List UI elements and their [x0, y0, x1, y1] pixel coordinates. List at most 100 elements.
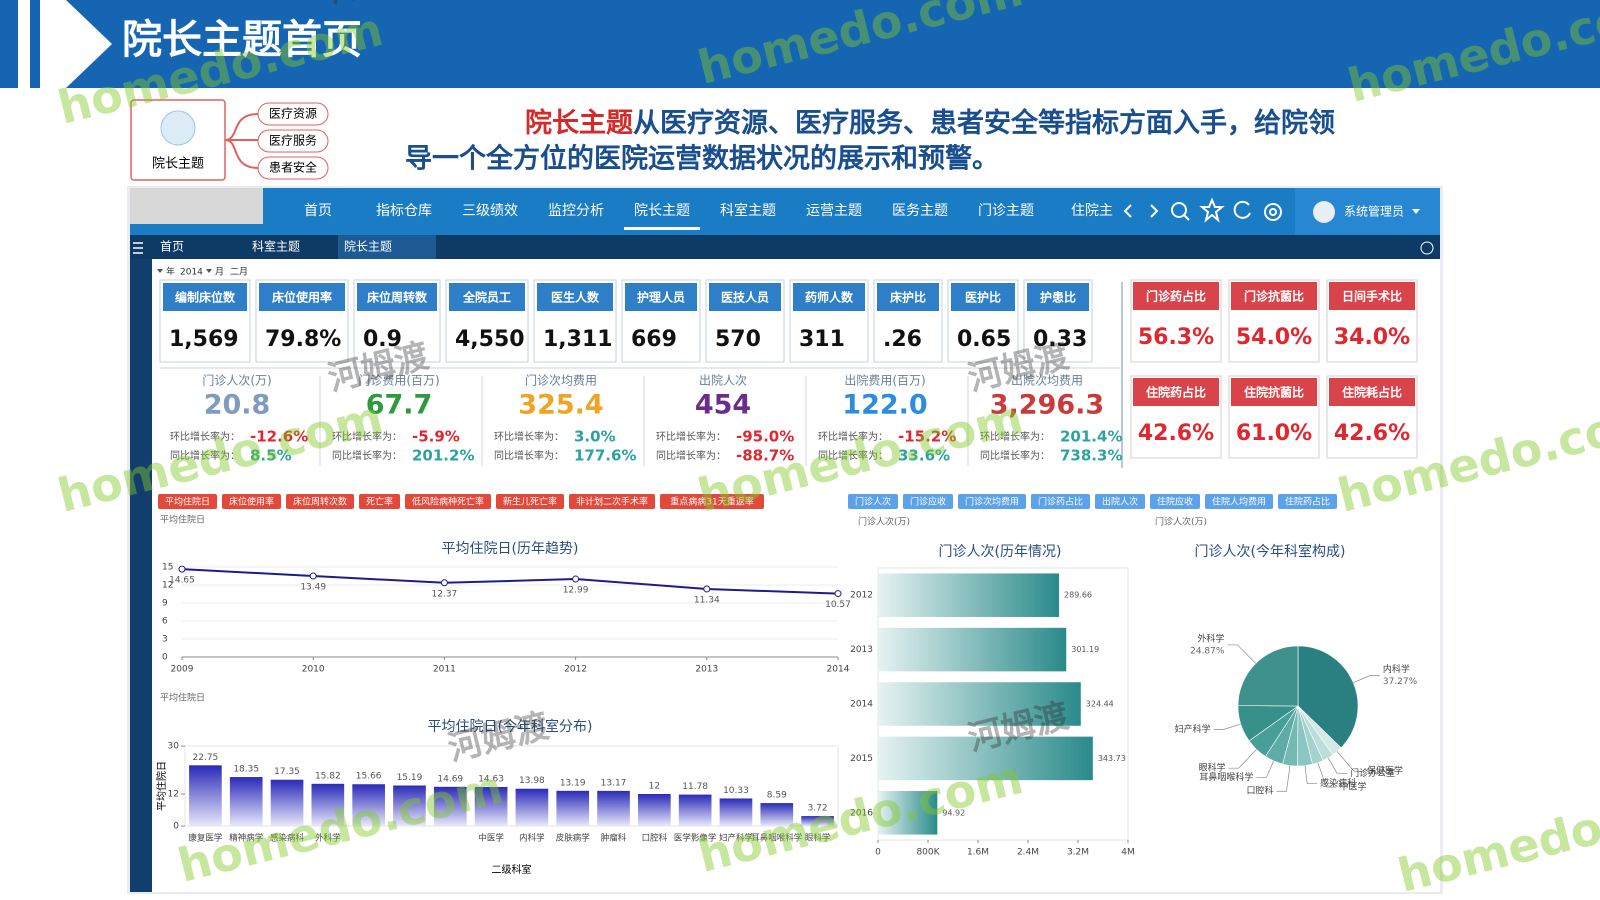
- nav-prev[interactable]: [1123, 204, 1132, 218]
- stat-rate-label: 环比增长率为：: [494, 430, 564, 443]
- filter-button[interactable]: [222, 494, 281, 509]
- nav-item[interactable]: 运营主题: [806, 203, 862, 219]
- settings-icon[interactable]: [1264, 203, 1282, 221]
- pie-label: 感染病科: [1320, 777, 1356, 789]
- nav-item[interactable]: 指标仓库: [376, 203, 432, 219]
- favorite-icon[interactable]: [1199, 197, 1225, 223]
- data-label: 8.59: [767, 791, 787, 801]
- filter-button[interactable]: [496, 494, 564, 509]
- filter-button[interactable]: [569, 494, 655, 509]
- search-icon[interactable]: [1171, 202, 1187, 218]
- stat-rate: 3.0%: [574, 428, 616, 446]
- data-label: 18.35: [233, 765, 259, 775]
- filter-button[interactable]: [1205, 494, 1273, 509]
- filter-button-label[interactable]: 平均住院日: [165, 496, 210, 508]
- bar: [878, 627, 1067, 672]
- data-label: 11.78: [682, 782, 708, 792]
- filter-button[interactable]: [1031, 494, 1090, 509]
- alert-value: 34.0%: [1334, 325, 1410, 350]
- filter-button[interactable]: [1278, 494, 1337, 509]
- tab-bar: [130, 235, 1440, 259]
- filter-button[interactable]: [405, 494, 491, 509]
- filter-button-label[interactable]: 住院人均费用: [1212, 496, 1266, 508]
- tab-options[interactable]: [1420, 241, 1434, 255]
- filter-button-label[interactable]: 门诊次均费用: [965, 496, 1019, 508]
- filter-button[interactable]: [158, 494, 217, 509]
- filter-button-label[interactable]: 门诊人次: [855, 496, 891, 508]
- filter-button[interactable]: [286, 494, 354, 509]
- kpi-header: [877, 283, 939, 311]
- nav-item[interactable]: 院长主题: [634, 203, 690, 219]
- nav-item[interactable]: 三级绩效: [462, 203, 518, 219]
- mindmap-root: 院长主题: [152, 157, 204, 172]
- filter-button[interactable]: [958, 494, 1026, 509]
- nav-item[interactable]: 监控分析: [548, 203, 604, 219]
- x-tick-label: 2009: [171, 665, 194, 675]
- bar: [801, 816, 834, 826]
- kpi-header: [951, 283, 1015, 311]
- filter-button[interactable]: [848, 494, 898, 509]
- filter-button-label[interactable]: 出院人次: [1102, 496, 1138, 508]
- filter-button-label[interactable]: 重点病病31天重返率: [670, 496, 753, 508]
- tab[interactable]: 院长主题: [344, 240, 392, 254]
- kpi-label: 床位使用率: [272, 290, 332, 305]
- refresh-icon[interactable]: [1233, 200, 1251, 219]
- filter-value[interactable]: 二月: [230, 267, 248, 278]
- filter-button-label[interactable]: 床位周转次数: [293, 496, 347, 508]
- pie-label: 眼科学: [1199, 762, 1226, 774]
- bar: [878, 791, 938, 835]
- kpi-value: 669: [631, 327, 677, 352]
- tab[interactable]: 科室主题: [252, 239, 300, 254]
- bar: [311, 783, 345, 826]
- filter-button-label[interactable]: 低风险病种死亡率: [412, 496, 484, 508]
- bar: [556, 790, 590, 826]
- nav-item[interactable]: 科室主题: [720, 202, 776, 219]
- x-tick-label: 口腔科: [642, 833, 668, 844]
- filter-button[interactable]: [359, 494, 400, 509]
- filter-button-label[interactable]: 住院应收: [1157, 496, 1193, 508]
- nav-item[interactable]: 医务主题: [892, 203, 948, 219]
- user-name[interactable]: 系统管理员: [1344, 204, 1404, 219]
- filter-button-label[interactable]: 新生儿死亡率: [503, 496, 557, 508]
- stat-rate-label: 同比增长率为：: [494, 449, 564, 462]
- filter-button-label[interactable]: 死亡率: [366, 496, 393, 508]
- filter-button-label[interactable]: 门诊应收: [910, 496, 946, 508]
- filter-value[interactable]: 2014: [180, 268, 203, 278]
- nav-item[interactable]: 门诊主题: [978, 203, 1034, 219]
- filter-button[interactable]: [903, 494, 953, 509]
- stat-rate: 201.2%: [412, 447, 474, 465]
- filter-button[interactable]: [1095, 494, 1145, 509]
- data-label: 13.17: [601, 778, 627, 788]
- data-label: 11.34: [694, 595, 720, 605]
- stat-rate-label: 同比增长率为：: [980, 449, 1050, 462]
- kpi-value: 570: [715, 327, 761, 352]
- filter-button[interactable]: [660, 494, 764, 509]
- filter-button[interactable]: [1150, 494, 1200, 509]
- branch-pill: [257, 102, 329, 126]
- leader-line: [1336, 751, 1365, 772]
- stat-value: 454: [695, 390, 751, 421]
- alert-value: 61.0%: [1236, 421, 1312, 446]
- bar: [474, 786, 508, 826]
- stat-title: 门诊人次(万): [202, 373, 271, 388]
- y-axis-label: 平均住院日: [155, 761, 168, 811]
- leader-line: [1276, 765, 1291, 792]
- nav-next[interactable]: [1150, 204, 1159, 218]
- data-label: 12.99: [563, 586, 589, 596]
- menu-icon[interactable]: [133, 242, 143, 254]
- data-label: 14.63: [478, 774, 504, 784]
- filter-button-label[interactable]: 非计划二次手术率: [576, 496, 648, 508]
- data-label: 343.73: [1098, 754, 1126, 763]
- tab[interactable]: 首页: [160, 240, 184, 254]
- leader-line: [1227, 644, 1256, 664]
- kpi-value: .26: [883, 327, 922, 352]
- nav-item[interactable]: 首页: [304, 203, 332, 219]
- filter-button-label[interactable]: 床位使用率: [229, 496, 274, 508]
- kpi-value: 0.65: [957, 327, 1011, 352]
- y-tick-label: 2016: [850, 808, 873, 818]
- nav-item[interactable]: 住院主: [1071, 203, 1113, 219]
- data-label: 10.33: [723, 786, 749, 796]
- filter-button-label[interactable]: 门诊药占比: [1038, 496, 1083, 508]
- filter-button-label[interactable]: 住院药占比: [1285, 496, 1330, 508]
